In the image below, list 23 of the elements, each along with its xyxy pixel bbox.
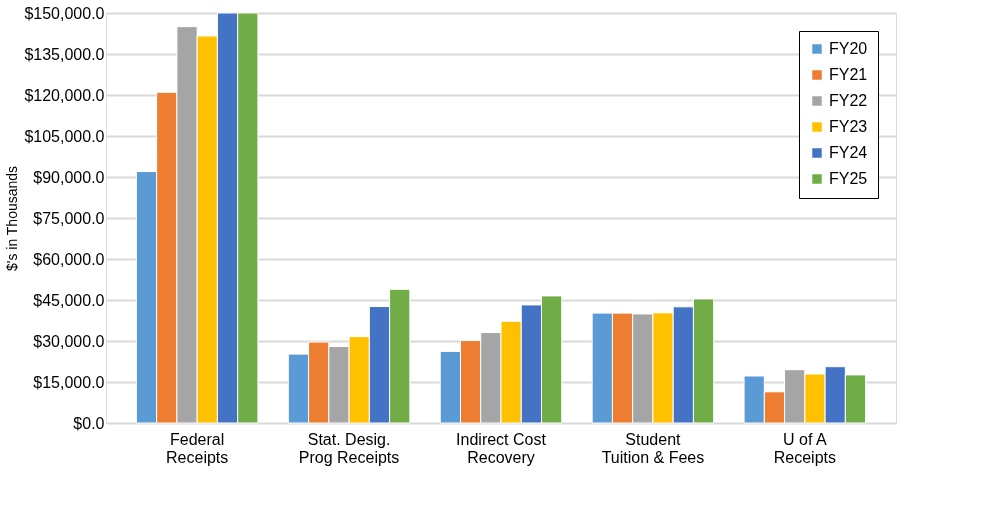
legend-label: FY25	[829, 170, 868, 187]
x-tick-label: Student Tuition & Fees	[601, 430, 705, 466]
legend-label: FY23	[829, 118, 868, 135]
y-tick-label: $0.0	[73, 414, 105, 432]
x-tick-label: U of A Receipts	[773, 430, 836, 466]
y-tick-label: $105,000.0	[24, 127, 105, 145]
y-tick-label: $45,000.0	[33, 291, 105, 309]
y-tick-label: $30,000.0	[33, 332, 105, 350]
y-tick-label: $90,000.0	[33, 168, 105, 186]
y-tick-label: $135,000.0	[24, 45, 105, 63]
legend-label: FY22	[829, 92, 868, 109]
y-tick-label: $150,000.0	[24, 4, 105, 22]
x-tick-label: Indirect Cost Recovery	[456, 430, 547, 466]
y-tick-label: $60,000.0	[33, 250, 105, 268]
legend-label: FY20	[829, 40, 868, 57]
x-tick-label: Federal Receipts	[166, 430, 229, 466]
y-tick-label: $75,000.0	[33, 209, 105, 227]
y-tick-label: $15,000.0	[33, 373, 105, 391]
y-axis-title: $'s in Thousands	[4, 165, 21, 272]
legend-label: FY21	[829, 66, 868, 83]
legend-label: FY24	[829, 144, 868, 161]
x-tick-label: Stat. Desig. Prog Receipts	[298, 430, 400, 466]
y-tick-label: $120,000.0	[24, 86, 105, 104]
